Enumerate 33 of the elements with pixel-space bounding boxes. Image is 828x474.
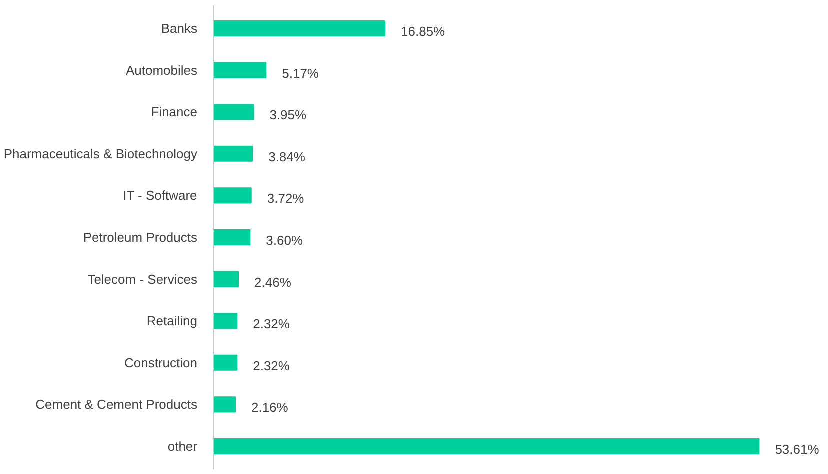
data-label: 2.16% <box>251 400 289 416</box>
data-label: 3.60% <box>266 233 304 248</box>
bar <box>214 271 240 288</box>
data-label: 2.32% <box>253 358 290 374</box>
y-tick-label: Cement & Cement Products <box>36 397 198 412</box>
data-label: 2.46% <box>254 274 292 290</box>
data-label: 2.32% <box>253 316 290 332</box>
y-tick-label: Finance <box>151 104 198 120</box>
bar <box>214 396 236 413</box>
y-tick-label: Pharmaceuticals & Biotechnology <box>4 146 198 162</box>
data-label: 16.85% <box>401 24 446 39</box>
bar <box>214 104 254 120</box>
bar <box>214 229 251 246</box>
y-tick-label: IT - Software <box>123 188 198 204</box>
y-tick-label: Petroleum Products <box>83 230 198 245</box>
data-label: 3.72% <box>267 191 305 206</box>
bar <box>214 188 252 204</box>
y-tick-label: Automobiles <box>126 62 198 78</box>
data-label: 3.84% <box>268 149 306 164</box>
y-tick-label: Banks <box>161 20 198 36</box>
data-label: 53.61% <box>775 442 820 458</box>
bar <box>214 438 760 455</box>
bar <box>214 62 267 78</box>
bar <box>214 354 238 371</box>
data-label: 3.95% <box>270 108 308 123</box>
bar <box>214 20 386 37</box>
data-label: 5.17% <box>282 66 320 81</box>
y-tick-label: Telecom - Services <box>88 272 198 287</box>
y-tick-label: other <box>168 439 198 454</box>
y-tick-label: Construction <box>124 355 198 370</box>
y-tick-label: Retailing <box>146 314 198 329</box>
bar <box>214 313 238 330</box>
bar <box>214 146 254 162</box>
